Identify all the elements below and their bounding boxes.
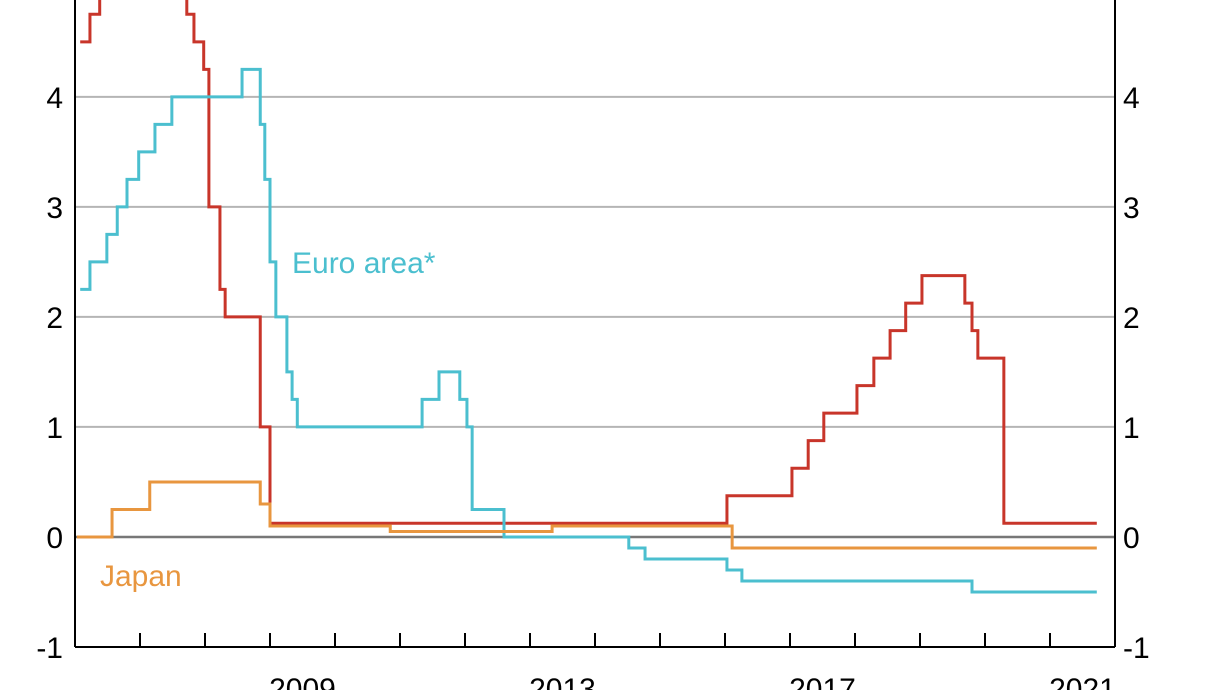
y2-tick-label: 2 [1123,302,1140,335]
y-tick-label: -1 [36,632,63,665]
x-tick-label: 2017 [789,673,856,690]
y2-tick-label: 1 [1123,412,1140,445]
series-label: Euro area* [292,247,436,280]
x-tick-label: 2009 [269,673,336,690]
y-tick-label: 1 [46,412,63,445]
series-line [76,480,1097,550]
y2-tick-label: 0 [1123,522,1140,555]
y2-tick-label: -1 [1123,632,1150,665]
y-tick-label: 0 [46,522,63,555]
y-tick-label: 4 [46,82,63,115]
y2-tick-label: 4 [1123,82,1140,115]
series-label: Japan [100,560,182,593]
x-tick-label: 2013 [529,673,596,690]
x-tick-label: 2021 [1049,673,1116,690]
y-tick-label: 5 [46,0,63,5]
series-line [80,67,1097,594]
y-tick-label: 2 [46,302,63,335]
y2-tick-label: 3 [1123,192,1140,225]
y-tick-label: 3 [46,192,63,225]
y2-tick-label: 5 [1123,0,1140,5]
series-line [80,0,1097,525]
